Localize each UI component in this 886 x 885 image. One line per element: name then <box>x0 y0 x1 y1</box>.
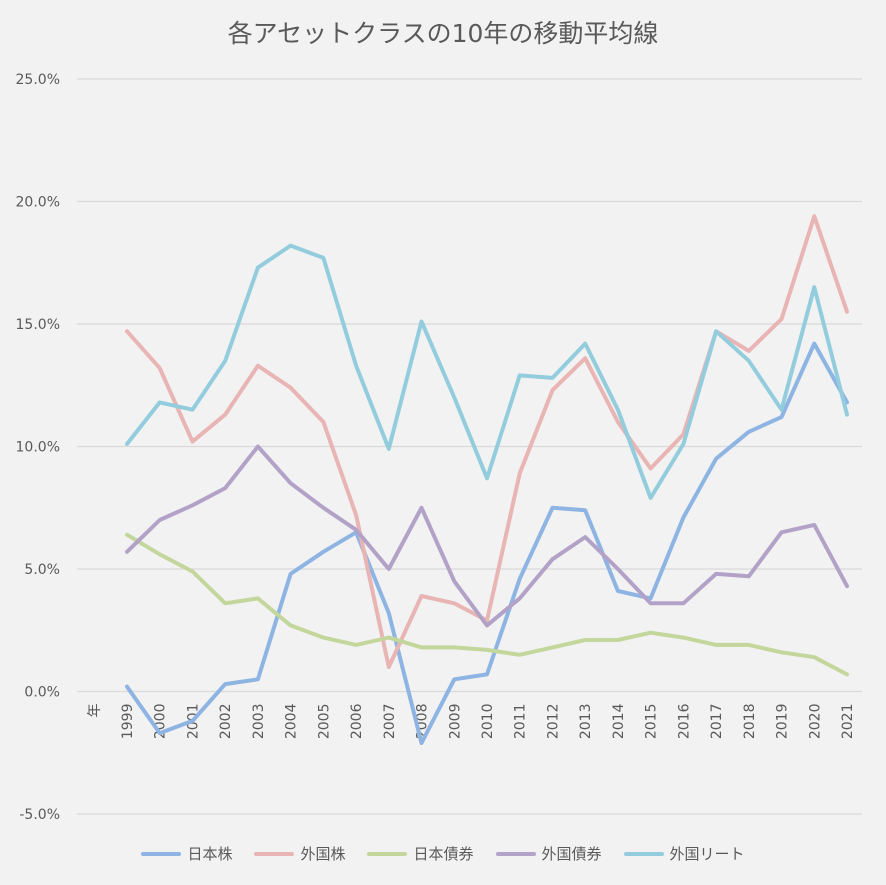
legend-label: 外国株 <box>300 845 346 863</box>
legend-swatch <box>254 851 295 856</box>
x-tick-label: 2011 <box>513 704 529 740</box>
y-tick-label: 20.0% <box>16 195 60 211</box>
legend-label: 日本株 <box>187 845 233 863</box>
legend-item: 外国株 <box>254 843 345 864</box>
x-tick-label: 2015 <box>644 704 660 740</box>
legend-label: 日本債券 <box>413 845 474 863</box>
x-tick-label: 2003 <box>251 704 267 740</box>
series-line-2 <box>125 214 849 669</box>
series-line-4 <box>125 444 849 628</box>
legend-item: 外国リート <box>623 843 745 864</box>
x-tick-label: 2010 <box>480 704 496 740</box>
legend-item: 外国債券 <box>495 843 602 864</box>
legend-label: 外国リート <box>669 845 745 863</box>
x-tick-label: 1999 <box>120 704 136 740</box>
legend-swatch <box>623 851 664 856</box>
x-tick-label: 2002 <box>218 704 234 740</box>
y-tick-label: 10.0% <box>16 440 60 456</box>
x-tick-label: 2007 <box>382 704 398 740</box>
y-tick-label: 5.0% <box>24 562 60 578</box>
legend: 日本株 外国株 日本債券 外国債券 外国リート <box>0 843 886 864</box>
x-tick-label: 2018 <box>742 704 758 740</box>
x-tick-label: 2006 <box>349 703 365 739</box>
x-tick-label: 2012 <box>545 704 561 740</box>
x-tick-label: 2005 <box>316 704 332 740</box>
x-tick-label: 2016 <box>676 703 692 739</box>
chart-title: 各アセットクラスの10年の移動平均線 <box>227 19 659 48</box>
series-line-3 <box>125 532 849 677</box>
y-tick-label: 25.0% <box>16 72 60 88</box>
x-tick-label: 2017 <box>709 704 725 740</box>
x-tick-label: 2004 <box>284 703 300 739</box>
y-tick-label: 15.0% <box>16 317 60 333</box>
x-tick-label: 2019 <box>775 704 791 740</box>
legend-swatch <box>141 851 182 856</box>
x-tick-label: 2013 <box>578 704 594 740</box>
series-line-5 <box>125 243 849 500</box>
y-tick-label: -5.0% <box>19 807 60 823</box>
legend-item: 日本債券 <box>367 843 474 864</box>
x-tick-label: 2009 <box>447 704 463 740</box>
y-tick-label: 0.0% <box>24 685 60 701</box>
x-tick-label: 2021 <box>840 704 856 740</box>
legend-swatch <box>367 851 408 856</box>
legend-label: 外国債券 <box>541 845 602 863</box>
x-axis-title: 年 <box>87 704 103 718</box>
x-tick-label: 2020 <box>807 704 823 740</box>
x-tick-label: 2014 <box>611 703 627 739</box>
legend-swatch <box>495 851 536 856</box>
legend-item: 日本株 <box>141 843 232 864</box>
series-line-1 <box>125 341 849 745</box>
